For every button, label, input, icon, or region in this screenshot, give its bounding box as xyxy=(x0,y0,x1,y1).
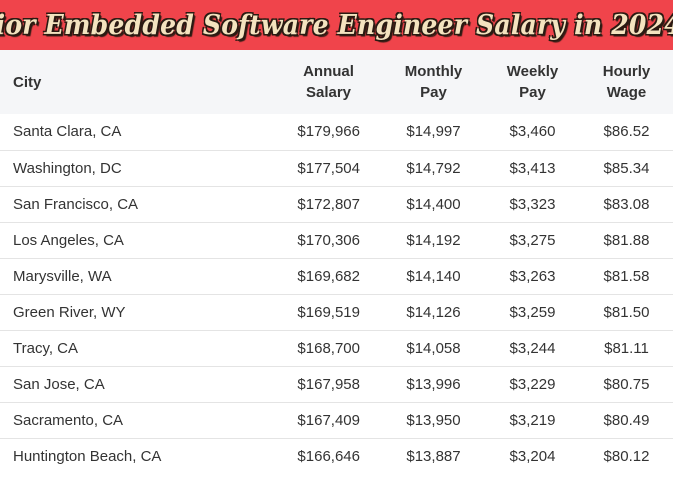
column-header-monthly-line1: Monthly xyxy=(404,63,463,80)
monthly-pay-cell: $14,400 xyxy=(406,195,461,213)
table-row: Washington, DC $177,504 $14,792 $3,413 $… xyxy=(0,150,673,186)
table-row: Santa Clara, CA $179,966 $14,997 $3,460 … xyxy=(0,114,673,150)
table-row: Sacramento, CA $167,409 $13,950 $3,219 $… xyxy=(0,402,673,438)
hourly-wage-cell: $81.50 xyxy=(603,303,650,321)
column-header-annual-line2: Salary xyxy=(305,84,352,101)
monthly-pay-cell: $14,058 xyxy=(406,339,461,357)
monthly-pay-cell: $13,996 xyxy=(406,375,461,393)
weekly-pay-cell: $3,219 xyxy=(509,411,556,429)
column-header-weekly-line2: Pay xyxy=(519,84,546,101)
weekly-pay-cell: $3,323 xyxy=(509,195,556,213)
salary-table: City Annual Salary Monthly Pay Weekly Pa… xyxy=(0,50,673,474)
hourly-wage-cell: $80.12 xyxy=(603,447,650,465)
annual-salary-cell: $168,700 xyxy=(297,339,360,357)
annual-salary-cell: $167,409 xyxy=(297,411,360,429)
annual-salary-cell: $169,682 xyxy=(297,267,360,285)
column-header-hourly-line2: Wage xyxy=(606,84,647,101)
annual-salary-cell: $177,504 xyxy=(297,159,360,177)
monthly-pay-cell: $14,126 xyxy=(406,303,461,321)
annual-salary-cell: $172,807 xyxy=(297,195,360,213)
table-row: San Francisco, CA $172,807 $14,400 $3,32… xyxy=(0,186,673,222)
column-header-city-label: City xyxy=(13,73,42,91)
table-row: Tracy, CA $168,700 $14,058 $3,244 $81.11 xyxy=(0,330,673,366)
city-cell: Huntington Beach, CA xyxy=(13,447,162,465)
annual-salary-cell: $179,966 xyxy=(297,123,360,141)
city-cell: Los Angeles, CA xyxy=(13,231,124,249)
monthly-pay-cell: $14,140 xyxy=(406,267,461,285)
table-body: Santa Clara, CA $179,966 $14,997 $3,460 … xyxy=(0,114,673,474)
weekly-pay-cell: $3,229 xyxy=(509,375,556,393)
monthly-pay-cell: $14,997 xyxy=(406,123,461,141)
table-row: San Jose, CA $167,958 $13,996 $3,229 $80… xyxy=(0,366,673,402)
hourly-wage-cell: $81.88 xyxy=(603,231,650,249)
hourly-wage-cell: $83.08 xyxy=(603,195,650,213)
column-header-monthly-line2: Pay xyxy=(420,84,447,101)
column-header-hourly-wage: Hourly Wage xyxy=(580,50,673,114)
annual-salary-cell: $167,958 xyxy=(297,375,360,393)
column-header-annual-line1: Annual xyxy=(303,63,354,80)
table-row: Marysville, WA $169,682 $14,140 $3,263 $… xyxy=(0,258,673,294)
table-row: Green River, WY $169,519 $14,126 $3,259 … xyxy=(0,294,673,330)
weekly-pay-cell: $3,413 xyxy=(509,159,556,177)
city-cell: Santa Clara, CA xyxy=(13,123,122,141)
city-cell: Green River, WY xyxy=(13,303,126,321)
monthly-pay-cell: $13,950 xyxy=(406,411,461,429)
weekly-pay-cell: $3,259 xyxy=(509,303,556,321)
city-cell: Sacramento, CA xyxy=(13,411,124,429)
column-header-annual-salary: Annual Salary xyxy=(275,50,382,114)
weekly-pay-cell: $3,460 xyxy=(509,123,556,141)
column-header-monthly-pay: Monthly Pay xyxy=(382,50,485,114)
hourly-wage-cell: $81.58 xyxy=(603,267,650,285)
annual-salary-cell: $166,646 xyxy=(297,447,360,465)
weekly-pay-cell: $3,244 xyxy=(509,339,556,357)
table-row: Los Angeles, CA $170,306 $14,192 $3,275 … xyxy=(0,222,673,258)
weekly-pay-cell: $3,275 xyxy=(509,231,556,249)
city-cell: San Francisco, CA xyxy=(13,195,139,213)
city-cell: San Jose, CA xyxy=(13,375,105,393)
hourly-wage-cell: $80.49 xyxy=(603,411,650,429)
monthly-pay-cell: $13,887 xyxy=(406,447,461,465)
title-banner: Senior Embedded Software Engineer Salary… xyxy=(0,0,673,50)
table-header-row: City Annual Salary Monthly Pay Weekly Pa… xyxy=(0,50,673,114)
city-cell: Marysville, WA xyxy=(13,267,112,285)
weekly-pay-cell: $3,263 xyxy=(509,267,556,285)
city-cell: Tracy, CA xyxy=(13,339,79,357)
city-cell: Washington, DC xyxy=(13,159,122,177)
column-header-hourly-line1: Hourly xyxy=(602,63,651,80)
weekly-pay-cell: $3,204 xyxy=(509,447,556,465)
monthly-pay-cell: $14,192 xyxy=(406,231,461,249)
hourly-wage-cell: $85.34 xyxy=(603,159,650,177)
column-header-city: City xyxy=(0,50,275,114)
page-title: Senior Embedded Software Engineer Salary… xyxy=(0,9,673,41)
hourly-wage-cell: $80.75 xyxy=(603,375,650,393)
hourly-wage-cell: $86.52 xyxy=(603,123,650,141)
annual-salary-cell: $169,519 xyxy=(297,303,360,321)
annual-salary-cell: $170,306 xyxy=(297,231,360,249)
column-header-weekly-pay: Weekly Pay xyxy=(485,50,580,114)
monthly-pay-cell: $14,792 xyxy=(406,159,461,177)
column-header-weekly-line1: Weekly xyxy=(506,63,559,80)
table-row: Huntington Beach, CA $166,646 $13,887 $3… xyxy=(0,438,673,474)
hourly-wage-cell: $81.11 xyxy=(604,339,649,357)
